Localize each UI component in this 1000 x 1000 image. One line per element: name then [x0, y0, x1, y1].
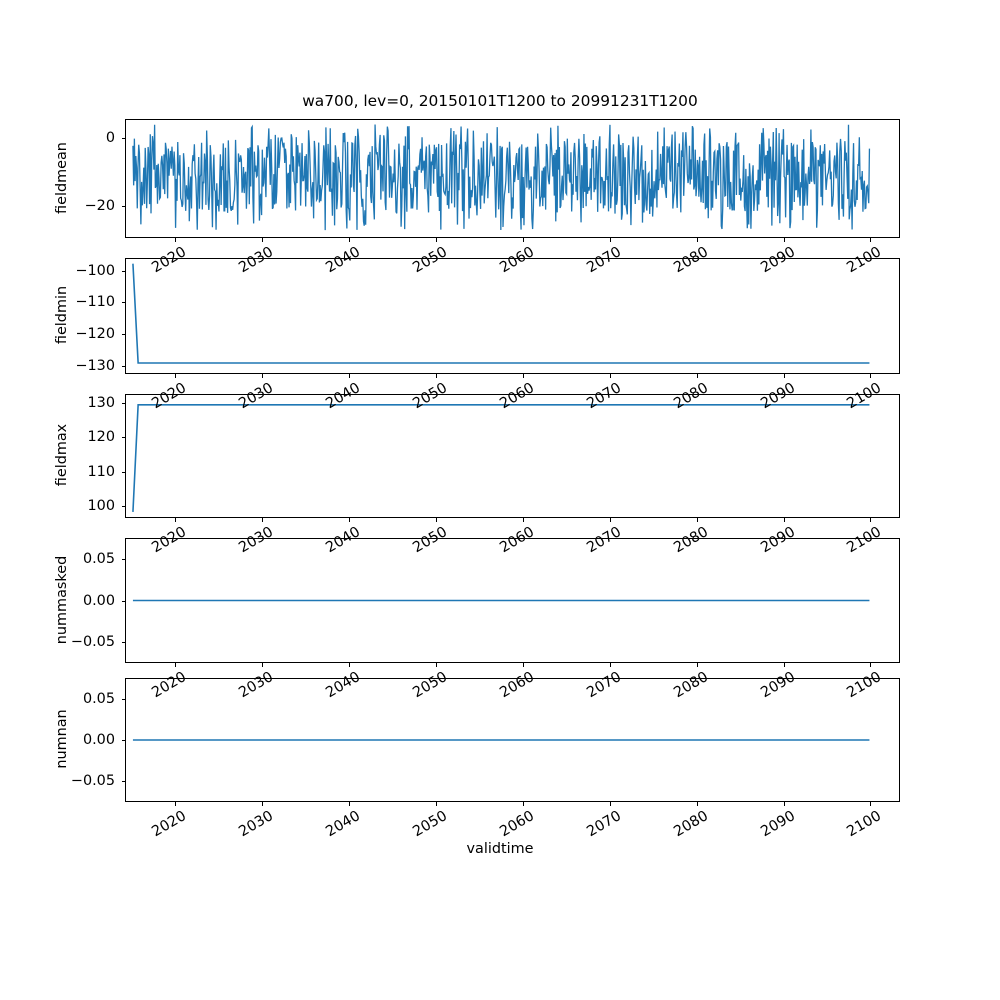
- y-tick-label: 100: [87, 497, 115, 514]
- y-tick-label: 130: [87, 394, 115, 411]
- x-tick-mark: [870, 374, 872, 378]
- y-tick-label: 0: [105, 129, 115, 146]
- x-tick-mark: [436, 663, 438, 667]
- x-tick-mark: [870, 663, 872, 667]
- y-tick-mark: [121, 437, 125, 439]
- x-tick-mark: [262, 238, 264, 242]
- x-tick-mark: [436, 802, 438, 806]
- y-tick-mark: [121, 270, 125, 272]
- x-tick-mark: [609, 238, 611, 242]
- x-tick-mark: [262, 374, 264, 378]
- y-tick-label: 0.00: [82, 732, 115, 748]
- x-tick-mark: [609, 374, 611, 378]
- x-tick-mark: [696, 238, 698, 242]
- y-tick-label: 0.05: [82, 690, 115, 707]
- x-tick-mark: [262, 802, 264, 806]
- x-tick-mark: [783, 663, 785, 667]
- x-tick-mark: [696, 374, 698, 378]
- y-tick-label: 0.00: [82, 592, 115, 609]
- y-tick-label: −100: [75, 262, 115, 279]
- x-tick-mark: [436, 518, 438, 522]
- fieldmean-plot-line: [132, 124, 871, 231]
- y-axis-label-numnan: numnan: [54, 709, 70, 769]
- fieldmin-plot-line: [132, 263, 870, 364]
- x-tick-mark: [522, 663, 524, 667]
- subplot-nummasked: [125, 538, 900, 663]
- x-tick-mark: [349, 518, 351, 522]
- x-tick-mark: [349, 374, 351, 378]
- x-tick-mark: [696, 663, 698, 667]
- x-axis-label: validtime: [466, 841, 534, 857]
- x-tick-mark: [436, 374, 438, 378]
- y-tick-mark: [121, 600, 125, 602]
- x-tick-mark: [696, 518, 698, 522]
- y-tick-mark: [121, 698, 125, 700]
- numnan-plot-line: [132, 739, 870, 741]
- x-tick-mark: [436, 238, 438, 242]
- x-tick-mark: [783, 802, 785, 806]
- y-tick-mark: [121, 402, 125, 404]
- x-tick-mark: [262, 518, 264, 522]
- y-tick-label: −110: [75, 294, 115, 311]
- x-tick-mark: [262, 663, 264, 667]
- fieldmax-line: [132, 404, 870, 512]
- subplot-fieldmean: [125, 119, 900, 238]
- x-tick-mark: [783, 518, 785, 522]
- x-tick-mark: [783, 238, 785, 242]
- x-tick-mark: [522, 518, 524, 522]
- y-tick-mark: [121, 642, 125, 644]
- x-tick-mark: [349, 238, 351, 242]
- figure-title: wa700, lev=0, 20150101T1200 to 20991231T…: [302, 92, 698, 110]
- y-tick-mark: [121, 137, 125, 139]
- y-tick-label: 0.05: [82, 550, 115, 567]
- y-tick-label: 120: [87, 429, 115, 446]
- y-tick-mark: [121, 781, 125, 783]
- x-tick-mark: [696, 802, 698, 806]
- x-tick-mark: [175, 802, 177, 806]
- y-tick-label: −120: [75, 326, 115, 343]
- y-tick-mark: [121, 302, 125, 304]
- x-tick-mark: [522, 238, 524, 242]
- x-tick-mark: [349, 663, 351, 667]
- y-tick-mark: [121, 205, 125, 207]
- x-tick-mark: [870, 238, 872, 242]
- subplot-numnan: [125, 678, 900, 802]
- x-tick-mark: [783, 374, 785, 378]
- x-tick-mark: [609, 663, 611, 667]
- y-tick-mark: [121, 558, 125, 560]
- y-tick-label: −130: [75, 358, 115, 375]
- y-tick-label: −0.05: [70, 773, 115, 790]
- x-tick-mark: [175, 374, 177, 378]
- y-tick-mark: [121, 334, 125, 336]
- fieldmin-line: [132, 263, 870, 364]
- x-tick-mark: [522, 802, 524, 806]
- nummasked-plot-line: [132, 599, 870, 602]
- y-tick-mark: [121, 471, 125, 473]
- y-tick-label: −0.05: [70, 634, 115, 651]
- y-tick-label: −20: [84, 197, 115, 214]
- y-tick-mark: [121, 505, 125, 507]
- x-tick-mark: [870, 518, 872, 522]
- y-tick-mark: [121, 740, 125, 741]
- y-tick-label: 110: [87, 463, 115, 480]
- x-tick-mark: [870, 802, 872, 806]
- x-tick-mark: [522, 374, 524, 378]
- fieldmean-line: [132, 124, 871, 231]
- x-tick-mark: [175, 663, 177, 667]
- y-tick-mark: [121, 366, 125, 368]
- subplot-fieldmin: [125, 258, 900, 374]
- subplot-fieldmax: [125, 394, 900, 518]
- x-tick-mark: [175, 518, 177, 522]
- x-tick-mark: [609, 802, 611, 806]
- x-tick-mark: [609, 518, 611, 522]
- fieldmax-plot-line: [132, 404, 870, 512]
- x-tick-mark: [175, 238, 177, 242]
- x-tick-mark: [349, 802, 351, 806]
